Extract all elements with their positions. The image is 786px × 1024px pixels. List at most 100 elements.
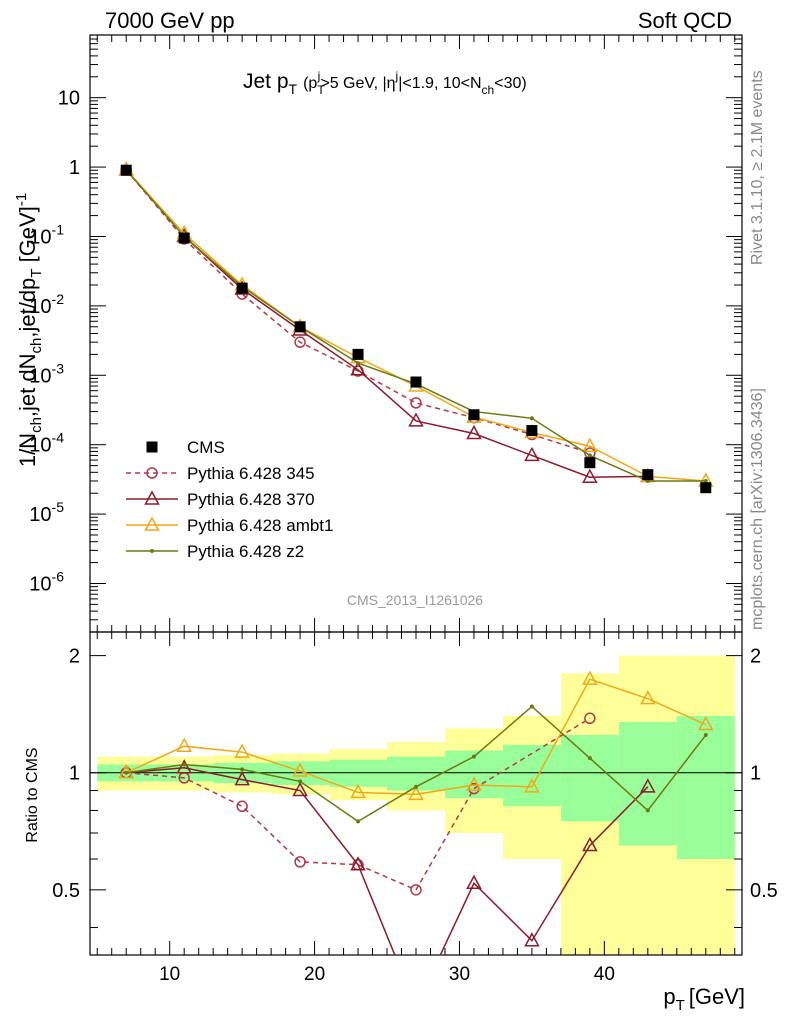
mcplots-note: mcplots.cern.ch [arXiv:1306.3436]	[749, 388, 766, 630]
chart-title: Jet pT (pTj>5 GeV, |ηj|<1.9, 10<Nch<30)	[243, 69, 527, 97]
legend-label: Pythia 6.428 345	[187, 464, 315, 483]
series-2-point	[582, 437, 598, 452]
series-1-ratio-point	[176, 759, 192, 774]
cms-data-point	[584, 457, 596, 469]
cms-data-point	[178, 232, 190, 244]
x-tick-label: 30	[449, 964, 470, 985]
legend-marker	[144, 490, 160, 505]
series-1-line	[125, 169, 648, 478]
cms-data-point	[294, 321, 306, 333]
ratio-tick-label: 2	[69, 646, 80, 668]
legend-label: CMS	[187, 438, 225, 457]
series-3-line	[125, 169, 706, 482]
stat-uncertainty-band	[676, 715, 735, 860]
series-2-ratio-point	[466, 776, 482, 791]
cms-data-point	[700, 482, 712, 494]
series-1-point	[466, 424, 482, 440]
series-3-ratio-point	[414, 784, 418, 789]
series-0-ratio-point	[294, 856, 306, 868]
cms-data-point	[352, 348, 364, 360]
ratio-tick-label: 0.5	[52, 880, 80, 902]
y-tick-label: 10-1	[29, 221, 64, 248]
series-3-ratio-point	[356, 819, 361, 824]
series-1-point	[408, 412, 424, 427]
legend-marker	[144, 516, 160, 531]
series-2-ratio-point	[176, 737, 192, 752]
stat-uncertainty-band	[329, 759, 388, 787]
cms-data-point	[236, 282, 248, 294]
series-2-ratio-line	[125, 678, 707, 796]
series-1-ratio-point	[582, 836, 598, 852]
series-1-ratio-point	[640, 778, 656, 793]
legend-marker	[150, 549, 154, 553]
ratio-series-layer	[118, 670, 714, 955]
series-2-ratio-point	[640, 690, 656, 705]
series-1-ratio-point	[466, 874, 482, 889]
series-3-ratio-point	[645, 808, 650, 813]
series-2-ratio-point	[408, 785, 424, 801]
series-1-ratio-point	[524, 932, 540, 947]
y-tick-label: 10-3	[29, 360, 64, 387]
series-3-point	[529, 416, 534, 421]
stat-uncertainty-band	[502, 744, 561, 807]
series-3-ratio-point	[182, 762, 187, 767]
y-axis-label: 1/Nch,jet dNch,jet/dpT [GeV]-1	[13, 193, 45, 467]
series-2-ratio-point	[292, 762, 308, 777]
analysis-watermark: CMS_2013_I1261026	[347, 592, 483, 608]
x-tick-label: 10	[159, 964, 180, 985]
series-0-ratio-point	[584, 712, 596, 725]
series-0-line	[125, 169, 591, 454]
ratio-tick-label-right: 2	[750, 646, 761, 668]
series-0-ratio-point	[236, 800, 248, 813]
x-tick-label: 20	[304, 964, 325, 985]
series-3-ratio-point	[529, 704, 534, 709]
x-tick-label: 40	[594, 964, 615, 985]
series-1-ratio-point	[234, 771, 250, 786]
series-3-point	[587, 453, 592, 458]
series-2-ratio-point	[698, 715, 714, 731]
series-1-point	[524, 446, 540, 462]
ratio-tick-label-right: 1	[750, 763, 761, 785]
legend-marker	[146, 441, 158, 453]
series-1-point	[582, 468, 598, 483]
stat-uncertainty-band	[560, 735, 619, 822]
series-1-ratio-line	[126, 766, 649, 955]
series-1-point	[350, 361, 366, 376]
series-3-point	[703, 478, 708, 483]
series-3-ratio-point	[587, 756, 592, 761]
ratio-tick-label: 1	[69, 763, 80, 785]
series-1-ratio-point	[350, 856, 366, 871]
series-1-ratio-point	[292, 781, 308, 797]
series-3-ratio-point	[124, 770, 129, 775]
cms-data-point	[410, 376, 422, 388]
legend-label: Pythia 6.428 ambt1	[187, 516, 333, 535]
legend-label: Pythia 6.428 370	[187, 490, 315, 509]
series-2-ratio-point	[350, 783, 366, 799]
cms-data-point	[642, 469, 654, 481]
legend: CMS Pythia 6.428 345 Pythia 6.428 370 Pythi…	[126, 438, 333, 561]
rivet-note: Rivet 3.1.10, ≥ 2.1M events	[749, 70, 766, 265]
legend-marker	[146, 467, 158, 479]
y-tick-label: 10	[58, 88, 80, 110]
series-0-ratio-point	[410, 884, 422, 896]
series-3-ratio-point	[240, 767, 245, 772]
cms-data-point	[120, 164, 132, 176]
cms-data-point	[468, 409, 480, 421]
ratio-tick-label-right: 0.5	[750, 880, 778, 902]
series-0-point	[410, 397, 422, 409]
ratio-y-axis-label: Ratio to CMS	[24, 747, 41, 842]
y-tick-label: 10-5	[29, 499, 64, 526]
series-3-ratio-point	[471, 754, 476, 759]
header-right: Soft QCD	[638, 8, 732, 33]
series-3-ratio-point	[703, 733, 708, 738]
stat-uncertainty-band	[618, 722, 677, 846]
series-2-ratio-point	[524, 778, 540, 793]
series-2-ratio-point	[582, 670, 598, 685]
series-2-line	[125, 169, 706, 482]
main-series-layer	[118, 161, 714, 494]
y-tick-label: 10-2	[29, 291, 64, 318]
series-3-point	[356, 361, 361, 366]
header-left: 7000 GeV pp	[105, 8, 235, 33]
y-tick-label: 10-6	[29, 568, 64, 595]
